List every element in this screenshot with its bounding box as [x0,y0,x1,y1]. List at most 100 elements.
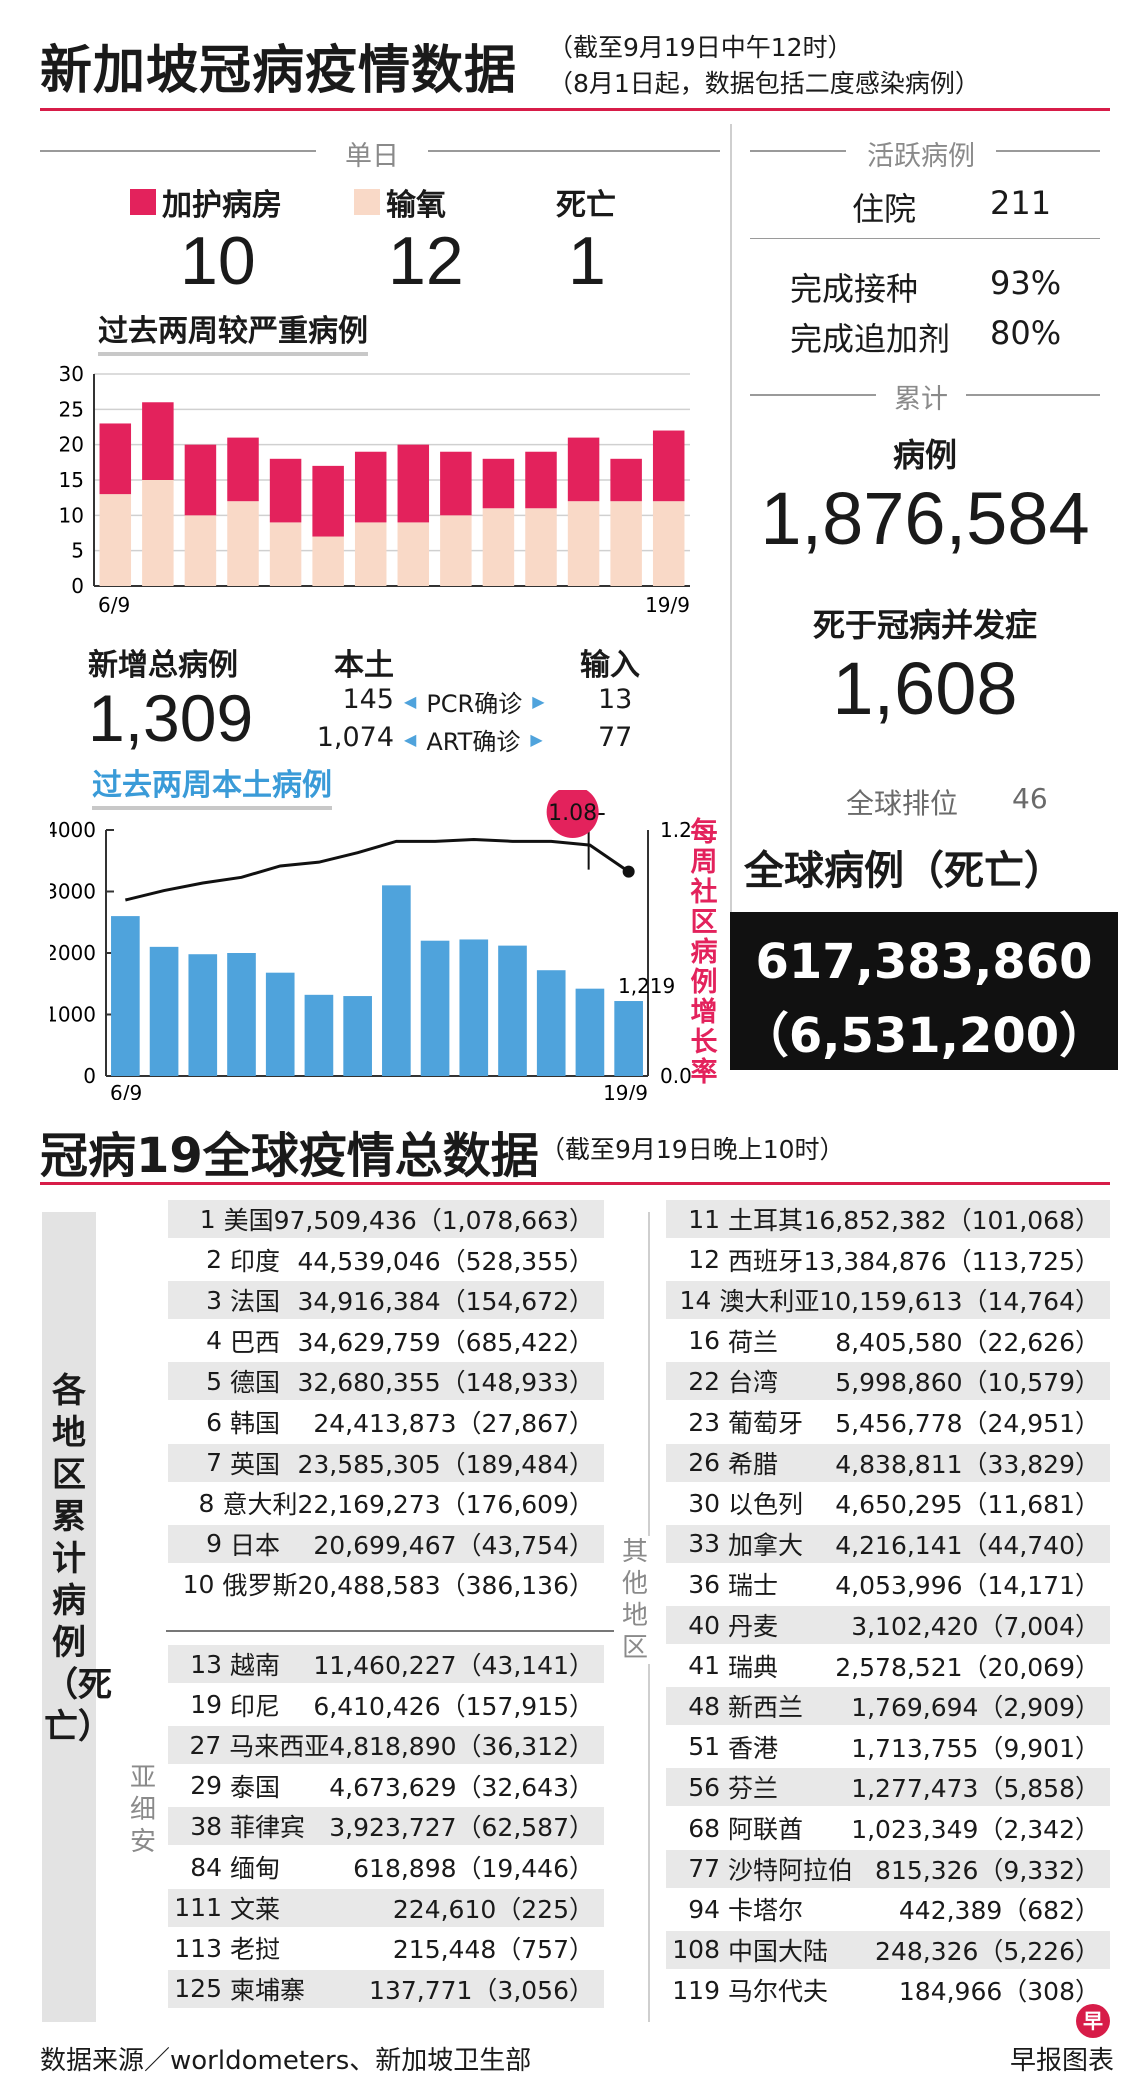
country-rank: 29 [190,1771,222,1801]
pcr-local-value: 145 [342,684,394,715]
country-value: 22,169,273（176,609） [297,1490,594,1520]
country-name: 英国 [230,1449,281,1479]
arrow-right-icon: ▶ [530,730,543,749]
table-row: 26 希腊 4,838,811（33,829） [666,1443,1110,1482]
x-tick-label: 19/9 [645,593,690,617]
bar [567,437,600,502]
cumulative-label: 累计 [876,377,966,416]
booster-value: 80% [990,314,1062,352]
growth-rate-axis-label: 每周社区病例增长率 [690,817,718,1088]
vacc-label: 完成接种 [790,270,919,308]
table-row: 16 荷兰 8,405,580（22,626） [666,1322,1110,1360]
country-value: 4,818,890（36,312） [329,1732,594,1762]
country-rank: 9 [206,1529,222,1559]
country-value: 1,277,473（5,858） [851,1774,1100,1804]
bar [142,480,174,586]
country-rank: 1 [199,1204,216,1234]
table-row: 119 马尔代夫 184,966（308） [666,1971,1110,2009]
y-tick-label: 1000 [50,1003,96,1027]
y-tick-label: 3000 [50,880,96,904]
asean-label: 亚细安 [129,1763,156,1857]
country-name: 文莱 [230,1894,281,1924]
cumulative-deaths-label: 死于冠病并发症 [812,606,1037,644]
table-row: 19 印尼 6,410,426（157,915） [168,1686,604,1724]
country-value: 44,539,046（528,355） [297,1246,594,1276]
import-label: 输入 [580,648,640,683]
bar [382,885,411,1076]
country-value: 4,053,996（14,171） [835,1571,1100,1601]
table-row: 22 台湾 5,998,860（10,579） [666,1362,1110,1401]
country-name: 卡塔尔 [728,1896,804,1926]
table-row: 6 韩国 24,413,873（27,867） [168,1403,604,1441]
table-row: 23 葡萄牙 5,456,778（24,951） [666,1403,1110,1441]
global-deaths-value: （6,531,200） [740,1008,1108,1064]
bar [227,437,259,502]
country-name: 瑞士 [728,1571,779,1601]
art-local-value: 1,074 [316,722,394,753]
country-rank: 77 [688,1854,720,1884]
column-divider [730,124,732,914]
bar [440,515,472,586]
bar [354,451,387,523]
table-row: 84 缅甸 618,898（19,446） [168,1848,604,1886]
country-value: 4,216,141（44,740） [835,1530,1100,1560]
pcr-row-label: ◀ PCR确诊 ▶ [404,684,545,719]
y-tick-label: 20 [59,433,84,457]
country-name: 印尼 [230,1691,281,1721]
country-rank: 84 [190,1852,222,1882]
country-value: 4,650,295（11,681） [835,1490,1100,1520]
art-row-label: ◀ ART确诊 ▶ [404,722,543,757]
country-name: 日本 [230,1530,281,1560]
bar [269,458,302,523]
bar [184,444,217,516]
table-row: 14 澳大利亚 10,159,613（14,764） [666,1281,1110,1320]
country-rank: 38 [190,1811,222,1841]
hosp-label: 住院 [852,190,917,228]
bar [265,972,295,1076]
y-tick-label: 0 [71,574,84,598]
table-row: 9 日本 20,699,467（43,754） [168,1524,604,1563]
country-rank: 12 [688,1245,720,1275]
hosp-value: 211 [990,184,1052,222]
world-note: （截至9月19日晚上10时） [540,1135,845,1164]
pcr-import-value: 13 [598,684,633,715]
country-name: 台湾 [728,1368,779,1398]
y-tick-label: 5 [71,539,84,563]
country-name: 芬兰 [728,1774,779,1804]
icu-swatch [130,189,156,215]
global-title: 全球病例（死亡） [744,848,1064,894]
severe-cases-chart: 0 5 10 15 20 25 30 6/9 19/9 [59,362,690,617]
table-row: 8 意大利 22,169,273（176,609） [168,1484,604,1522]
country-value: 34,916,384（154,672） [297,1287,594,1317]
table-row: 5 德国 32,680,355（148,933） [168,1362,604,1401]
bar [482,458,515,509]
growth-rate-badge [546,790,599,838]
oxygen-legend: 输氧 [354,180,446,224]
country-name: 意大利 [222,1490,298,1520]
country-name: 马尔代夫 [728,1977,829,2007]
bar [111,916,140,1076]
footer-credit: 早报图表 [1010,2046,1115,2076]
bar [498,945,527,1076]
art-import-value: 77 [598,722,633,753]
table-row: 30 以色列 4,650,295（11,681） [666,1484,1110,1522]
table-row: 48 新西兰 1,769,694（2,909） [666,1687,1110,1726]
bar [343,996,372,1076]
country-value: 224,610（225） [392,1894,594,1924]
y-tick-label: 15 [59,468,84,492]
table-row: 7 英国 23,585,305（189,484） [168,1443,604,1482]
table-row: 108 中国大陆 248,326（5,226） [666,1930,1110,1969]
country-rank: 125 [174,1974,222,2004]
table-row: 27 马来西亚 4,818,890（36,312） [168,1726,604,1765]
country-name: 德国 [230,1368,281,1398]
country-value: 4,673,629（32,643） [329,1772,594,1802]
x-tick-label: 6/9 [98,593,130,617]
world-title: 冠病19全球疫情总数据 [40,1128,539,1184]
country-rank: 3 [206,1285,222,1315]
country-value: 13,384,876（113,725） [803,1246,1100,1276]
bar [99,494,132,586]
country-value: 1,023,349（2,342） [851,1815,1100,1844]
y-tick-label: 10 [59,503,84,527]
bar [567,501,600,586]
country-rank: 94 [688,1894,720,1924]
